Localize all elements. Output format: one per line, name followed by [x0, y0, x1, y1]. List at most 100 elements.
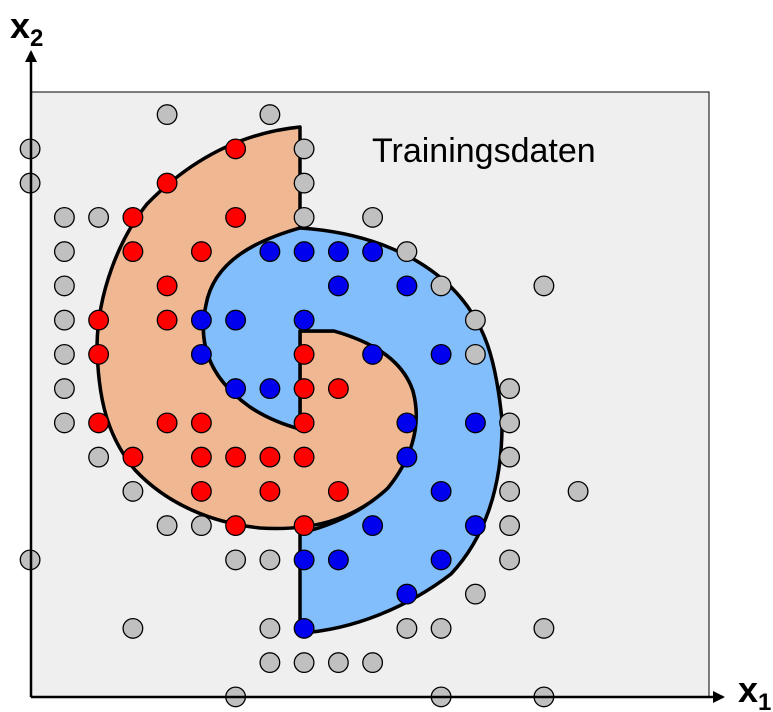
blue-point	[327, 549, 349, 571]
unlabeled-point	[88, 446, 110, 468]
blue-point	[430, 343, 452, 365]
data-points	[19, 104, 589, 708]
unlabeled-point	[430, 617, 452, 639]
chart-title: Trainingsdaten	[372, 132, 596, 170]
red-point	[190, 412, 212, 434]
red-point	[88, 412, 110, 434]
unlabeled-point	[464, 583, 486, 605]
blue-point	[225, 309, 247, 331]
red-point	[225, 138, 247, 160]
unlabeled-point	[499, 446, 521, 468]
unlabeled-point	[53, 343, 75, 365]
blue-point	[293, 617, 315, 639]
red-point	[190, 241, 212, 263]
blue-point	[225, 378, 247, 400]
unlabeled-point	[499, 378, 521, 400]
red-point	[156, 275, 178, 297]
red-point	[293, 446, 315, 468]
red-point	[190, 480, 212, 502]
unlabeled-point	[396, 617, 418, 639]
unlabeled-point	[499, 549, 521, 571]
blue-point	[293, 549, 315, 571]
red-point	[259, 446, 281, 468]
unlabeled-point	[259, 104, 281, 126]
blue-point	[293, 241, 315, 263]
red-point	[122, 206, 144, 228]
red-point	[259, 480, 281, 502]
red-point	[156, 412, 178, 434]
blue-point	[464, 515, 486, 537]
red-point	[225, 515, 247, 537]
unlabeled-point	[533, 617, 555, 639]
unlabeled-point	[53, 241, 75, 263]
unlabeled-point	[430, 275, 452, 297]
blue-point	[464, 412, 486, 434]
blue-point	[259, 241, 281, 263]
unlabeled-point	[499, 480, 521, 502]
blue-point	[190, 309, 212, 331]
unlabeled-point	[499, 515, 521, 537]
blue-region	[201, 226, 504, 635]
unlabeled-point	[464, 343, 486, 365]
unlabeled-point	[293, 652, 315, 674]
class-regions	[95, 125, 504, 635]
red-point	[293, 515, 315, 537]
unlabeled-point	[259, 617, 281, 639]
blue-point	[362, 515, 384, 537]
unlabeled-point	[259, 549, 281, 571]
unlabeled-point	[225, 549, 247, 571]
unlabeled-point	[122, 617, 144, 639]
red-point	[156, 172, 178, 194]
unlabeled-point	[259, 652, 281, 674]
red-point	[88, 309, 110, 331]
unlabeled-point	[53, 412, 75, 434]
blue-point	[362, 343, 384, 365]
y-axis-label: x2	[10, 5, 43, 52]
unlabeled-point	[156, 104, 178, 126]
unlabeled-point	[533, 275, 555, 297]
unlabeled-point	[122, 480, 144, 502]
red-point	[327, 378, 349, 400]
blue-point	[293, 309, 315, 331]
blue-point	[430, 480, 452, 502]
red-point	[122, 241, 144, 263]
red-point	[225, 206, 247, 228]
unlabeled-point	[293, 138, 315, 160]
unlabeled-point	[88, 206, 110, 228]
x-axis-label: x1	[738, 669, 771, 712]
red-point	[225, 446, 247, 468]
blue-point	[327, 241, 349, 263]
blue-point	[396, 446, 418, 468]
red-point	[156, 309, 178, 331]
unlabeled-point	[327, 652, 349, 674]
blue-point	[396, 412, 418, 434]
blue-point	[396, 583, 418, 605]
blue-point	[259, 378, 281, 400]
red-point	[327, 480, 349, 502]
unlabeled-point	[53, 206, 75, 228]
blue-point	[327, 275, 349, 297]
red-point	[122, 446, 144, 468]
unlabeled-point	[156, 515, 178, 537]
unlabeled-point	[53, 275, 75, 297]
unlabeled-point	[53, 309, 75, 331]
unlabeled-point	[293, 172, 315, 194]
unlabeled-point	[464, 309, 486, 331]
unlabeled-point	[53, 378, 75, 400]
blue-point	[362, 241, 384, 263]
red-point	[293, 343, 315, 365]
blue-point	[396, 275, 418, 297]
red-point	[190, 446, 212, 468]
unlabeled-point	[293, 206, 315, 228]
unlabeled-point	[567, 480, 589, 502]
unlabeled-point	[396, 241, 418, 263]
blue-point	[430, 549, 452, 571]
unlabeled-point	[499, 412, 521, 434]
red-point	[293, 412, 315, 434]
blue-point	[190, 343, 212, 365]
unlabeled-point	[362, 206, 384, 228]
unlabeled-point	[362, 652, 384, 674]
unlabeled-point	[190, 515, 212, 537]
red-point	[293, 378, 315, 400]
